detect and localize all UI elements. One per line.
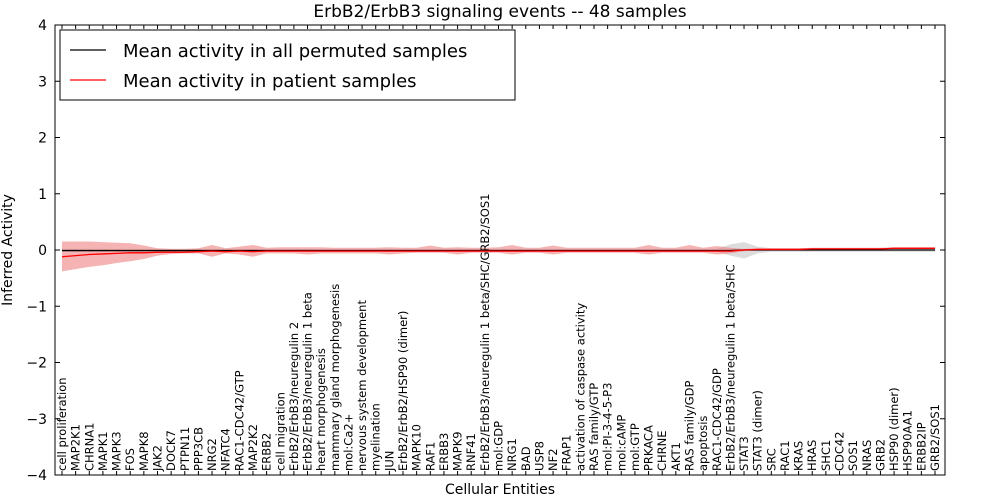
category-label: mammary gland morphogenesis bbox=[328, 284, 342, 471]
category-label: HSP90AA1 bbox=[901, 410, 915, 471]
category-label: NRG1 bbox=[505, 438, 519, 471]
category-label: apoptosis bbox=[696, 416, 710, 471]
band-patient bbox=[62, 241, 935, 272]
category-label: FRAP1 bbox=[560, 435, 574, 471]
category-label: SHC1 bbox=[819, 440, 833, 471]
category-label: RAS family/GTP bbox=[587, 383, 601, 471]
y-tick-label: 0 bbox=[38, 243, 47, 259]
y-tick-label: −1 bbox=[26, 299, 47, 315]
category-label: GRB2/SOS1 bbox=[928, 404, 942, 471]
category-label: cell proliferation bbox=[55, 377, 69, 471]
category-label: ErbB2/ErbB3/neuregulin 1 beta/SHC/GRB2/S… bbox=[478, 194, 492, 471]
chart-title: ErbB2/ErbB3 signaling events -- 48 sampl… bbox=[313, 2, 686, 22]
y-axis-ticks: −4 −3 −2 −1 0 1 2 3 4 bbox=[26, 18, 945, 484]
y-tick-label: −3 bbox=[26, 412, 47, 428]
y-tick-label: 2 bbox=[38, 131, 47, 147]
y-tick-label: 3 bbox=[38, 74, 47, 90]
category-label: ErbB2/ErbB2/HSP90 (dimer) bbox=[396, 311, 410, 471]
category-label: RAC1-CDC42/GDP bbox=[710, 368, 724, 471]
category-labels: cell proliferation MAP2K1 CHRNA1 MAPK1 MAPK3… bbox=[55, 194, 942, 472]
y-tick-label: 4 bbox=[38, 18, 47, 34]
category-label: KRAS bbox=[792, 441, 806, 471]
category-label: CDC42 bbox=[833, 431, 847, 471]
category-label: MAPK1 bbox=[96, 431, 110, 471]
category-label: SOS1 bbox=[846, 440, 860, 471]
category-label: ErbB2/ErbB3/neuregulin 2 bbox=[287, 322, 301, 471]
category-label: activation of caspase activity bbox=[573, 303, 587, 471]
category-label: NF2 bbox=[546, 448, 560, 471]
y-tick-label: −2 bbox=[26, 356, 47, 372]
y-tick-label: 1 bbox=[38, 187, 47, 203]
category-label: CHRNE bbox=[655, 430, 669, 471]
category-label: JAK2 bbox=[150, 445, 164, 472]
series-lines bbox=[61, 247, 935, 258]
category-label: RAC1 bbox=[778, 440, 792, 471]
category-label: HSP90 (dimer) bbox=[887, 387, 901, 471]
legend-label-patient: Mean activity in patient samples bbox=[123, 71, 417, 92]
legend-box bbox=[59, 29, 516, 101]
category-label: ErbB2/ErbB3/neuregulin 1 beta bbox=[301, 292, 315, 471]
category-label: MAPK3 bbox=[110, 431, 124, 471]
category-label: mol:GDP bbox=[492, 421, 506, 471]
category-label: AKT1 bbox=[669, 442, 683, 471]
category-label: nervous system development bbox=[355, 300, 369, 471]
category-label: RAF1 bbox=[423, 442, 437, 471]
category-label: CHRNA1 bbox=[82, 423, 96, 471]
category-label: heart morphogenesis bbox=[314, 348, 328, 471]
category-label: mol:PI-3-4-5-P3 bbox=[601, 383, 615, 471]
category-label: ERBB2 bbox=[260, 433, 274, 471]
legend-label-permuted: Mean activity in all permuted samples bbox=[123, 41, 467, 62]
legend: Mean activity in all permuted samples Me… bbox=[59, 29, 516, 101]
x-axis-ticks bbox=[61, 25, 936, 475]
category-label: MAP2K2 bbox=[246, 424, 260, 471]
category-label: mol:cAMP bbox=[614, 415, 628, 471]
category-label: RAS family/GDP bbox=[682, 381, 696, 471]
series-line-patient bbox=[61, 247, 935, 258]
category-label: NFATC4 bbox=[219, 428, 233, 471]
category-label: cell migration bbox=[273, 392, 287, 471]
y-tick-label: −4 bbox=[26, 468, 47, 484]
category-label: ErbB2/ErbB3/neuregulin 1 beta/SHC bbox=[723, 264, 737, 471]
category-label: FOS bbox=[123, 448, 137, 471]
category-label: ERBB2IP bbox=[914, 422, 928, 471]
category-label: MAPK10 bbox=[410, 424, 424, 471]
category-label: mol:Ca2+ bbox=[341, 414, 355, 471]
category-label: PRKACA bbox=[642, 425, 656, 471]
category-label: PTPN11 bbox=[178, 427, 192, 471]
confidence-bands bbox=[62, 241, 935, 272]
category-label: NRG2 bbox=[205, 438, 219, 471]
category-label: BAD bbox=[519, 446, 533, 471]
category-label: STAT3 bbox=[737, 436, 751, 471]
category-label: RAC1-CDC42/GTP bbox=[232, 370, 246, 471]
category-label: MAP2K1 bbox=[69, 424, 83, 471]
category-label: SRC bbox=[764, 448, 778, 471]
x-axis-label: Cellular Entities bbox=[445, 482, 555, 498]
category-label: PPP3CB bbox=[191, 427, 205, 471]
category-label: myelination bbox=[369, 403, 383, 471]
category-label: GRB2 bbox=[873, 439, 887, 471]
category-label: MAPK9 bbox=[451, 431, 465, 471]
category-label: mol:GTP bbox=[628, 423, 642, 471]
category-label: STAT3 (dimer) bbox=[751, 390, 765, 471]
category-label: ERBB3 bbox=[437, 433, 451, 471]
y-axis-label: Inferred Activity bbox=[0, 194, 16, 306]
category-label: RNF41 bbox=[464, 433, 478, 471]
category-label: HRAS bbox=[805, 440, 819, 471]
category-label: DOCK7 bbox=[164, 430, 178, 471]
category-label: USP8 bbox=[532, 441, 546, 471]
category-label: NRAS bbox=[860, 440, 874, 471]
category-label: MAPK8 bbox=[137, 431, 151, 471]
category-label: JUN bbox=[382, 451, 396, 472]
